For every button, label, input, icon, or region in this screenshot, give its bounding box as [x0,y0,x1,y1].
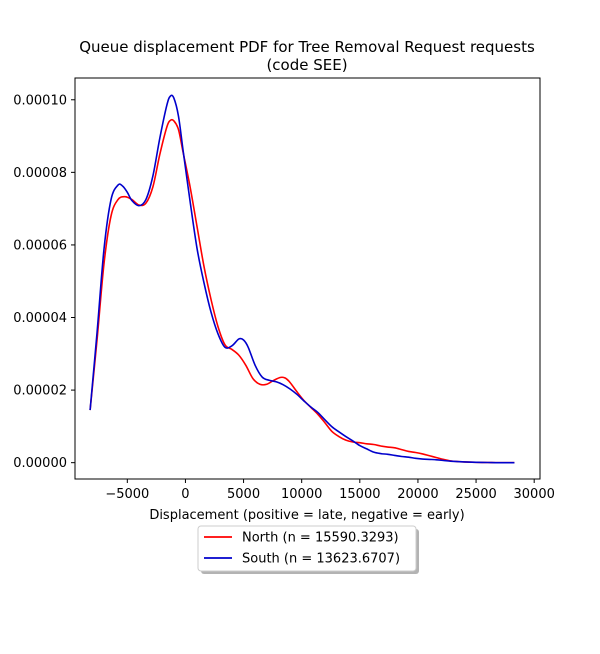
legend-entries: North (n = 15590.3293) South (n = 13623.6… [204,531,400,567]
x-axis-ticks: −5000 0 5000 10000 15000 20000 25000 30000 [105,479,555,502]
chart-title: Queue displacement PDF for Tree Removal … [79,38,535,56]
legend: North (n = 15590.3293) South (n = 13623.6… [197,525,419,574]
x-tick-label: 20000 [397,487,438,502]
y-tick-label: 0.00000 [13,456,67,471]
y-tick-label: 0.00010 [13,93,67,108]
x-tick-label: −5000 [105,487,149,502]
y-tick-label: 0.00006 [13,238,67,253]
x-tick-label: 10000 [281,487,322,502]
y-tick-label: 0.00002 [13,384,67,399]
x-tick-label: 15000 [339,487,380,502]
legend-entry-north-label: North (n = 15590.3293) [242,531,399,546]
x-tick-label: 25000 [455,487,496,502]
legend-box [197,525,417,572]
x-tick-label: 30000 [514,487,555,502]
y-axis-ticks: 0.00000 0.00002 0.00004 0.00006 0.00008 0.000… [13,93,75,471]
series-line-south [89,94,515,464]
series-line-north [89,118,515,464]
y-tick-label: 0.00008 [13,166,67,181]
x-tick-label: 0 [181,487,189,502]
y-tick-label: 0.00004 [13,311,67,326]
series-layer [89,94,515,464]
x-tick-label: 5000 [227,487,260,502]
chart-subtitle: (code SEE) [266,56,347,74]
x-axis-label: Displacement (positive = late, negative … [149,508,464,523]
plot-area-frame [74,77,541,480]
legend-entry-south-label: South (n = 13623.6707) [242,552,400,567]
